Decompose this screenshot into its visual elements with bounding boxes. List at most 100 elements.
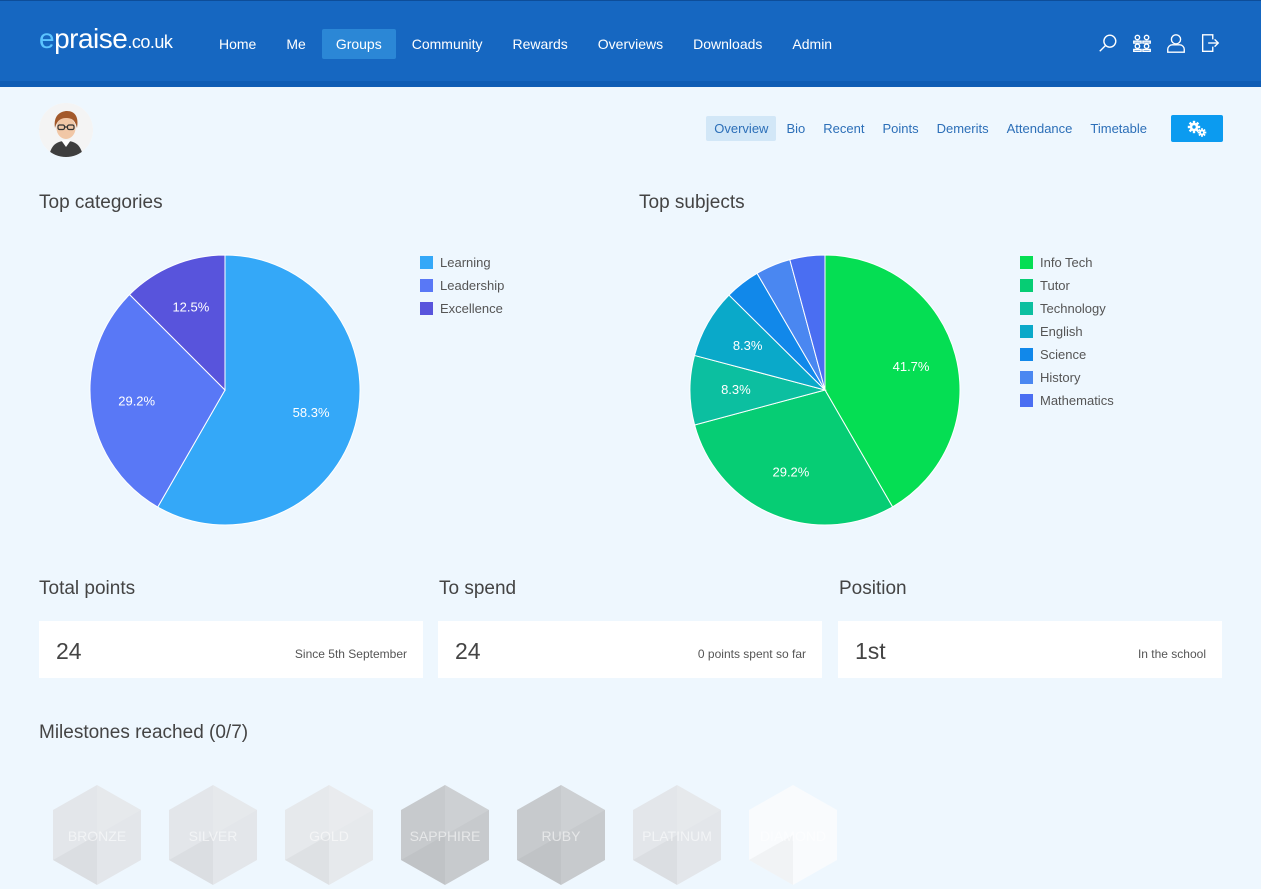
pie-slice-leadership[interactable] bbox=[89, 293, 226, 508]
hexagon-badge-icon: GOLD bbox=[285, 785, 373, 885]
hexagon-badge-icon: SAPPHIRE bbox=[401, 785, 489, 885]
hexagon-badge-icon: DIAMOND bbox=[749, 785, 837, 885]
tab-attendance[interactable]: Attendance bbox=[1006, 121, 1073, 136]
avatar-photo bbox=[39, 103, 93, 157]
top-subjects-legend: Info Tech Tutor Technology English Science Hi… bbox=[1020, 251, 1114, 412]
legend-swatch bbox=[1020, 348, 1033, 361]
legend-swatch bbox=[1020, 371, 1033, 384]
user-icon[interactable] bbox=[1165, 31, 1187, 55]
milestone-ruby[interactable]: RUBY bbox=[517, 785, 605, 885]
search-icon[interactable] bbox=[1097, 31, 1119, 55]
tab-overview[interactable]: Overview bbox=[706, 116, 777, 141]
hexagon-badge-icon: BRONZE bbox=[53, 785, 141, 885]
nav-item-groups[interactable]: Groups bbox=[321, 29, 396, 59]
legend-swatch bbox=[420, 302, 433, 315]
tab-timetable[interactable]: Timetable bbox=[1090, 121, 1147, 136]
milestone-sapphire[interactable]: SAPPHIRE bbox=[401, 785, 489, 885]
pie-slice-info-tech[interactable] bbox=[824, 254, 961, 508]
to-spend-title: To spend bbox=[439, 578, 517, 599]
total-points-card: 24 Since 5th September bbox=[39, 621, 423, 678]
legend-swatch bbox=[1020, 279, 1033, 292]
groups-icon[interactable] bbox=[1131, 31, 1153, 55]
to-spend-value: 24 bbox=[455, 638, 481, 664]
hexagon-badge-icon: RUBY bbox=[517, 785, 605, 885]
milestone-silver[interactable]: SILVER bbox=[169, 785, 257, 885]
nav-item-overviews[interactable]: Overviews bbox=[597, 36, 664, 52]
legend-item-science[interactable]: Science bbox=[1020, 343, 1114, 366]
pie-data-label: 29.2% bbox=[772, 464, 809, 479]
logout-icon[interactable] bbox=[1199, 31, 1221, 55]
top-categories-title: Top categories bbox=[39, 192, 163, 213]
to-spend-card: 24 0 points spent so far bbox=[438, 621, 822, 678]
milestone-gold[interactable]: GOLD bbox=[285, 785, 373, 885]
main-nav: Home Me Groups Community Rewards Overviews Dow… bbox=[205, 29, 848, 59]
position-title: Position bbox=[839, 578, 907, 599]
to-spend-note: 0 points spent so far bbox=[697, 647, 806, 661]
tab-recent[interactable]: Recent bbox=[823, 121, 865, 136]
legend-item-learning[interactable]: Learning bbox=[420, 251, 504, 274]
position-value: 1st bbox=[855, 638, 886, 664]
hexagon-badge-icon: PLATINUM bbox=[633, 785, 721, 885]
legend-item-excellence[interactable]: Excellence bbox=[420, 297, 504, 320]
pie-data-label: 8.3% bbox=[733, 338, 763, 353]
milestone-label: GOLD bbox=[309, 828, 349, 844]
legend-item-technology[interactable]: Technology bbox=[1020, 297, 1114, 320]
pie-slice-mathematics[interactable] bbox=[789, 254, 826, 391]
legend-label: Learning bbox=[440, 255, 491, 270]
epraise-logo[interactable]: epraise.co.uk bbox=[39, 23, 173, 54]
gears-icon bbox=[1187, 120, 1207, 137]
position-card: 1st In the school bbox=[838, 621, 1222, 678]
legend-item-leadership[interactable]: Leadership bbox=[420, 274, 504, 297]
pie-data-label: 41.7% bbox=[893, 359, 930, 374]
milestone-label: BRONZE bbox=[68, 828, 126, 844]
milestone-label: SILVER bbox=[189, 828, 238, 844]
legend-label: Tutor bbox=[1040, 278, 1070, 293]
legend-label: History bbox=[1040, 370, 1081, 385]
legend-label: Science bbox=[1040, 347, 1087, 362]
tab-demerits[interactable]: Demerits bbox=[936, 121, 989, 136]
nav-item-downloads[interactable]: Downloads bbox=[693, 36, 763, 52]
nav-item-rewards[interactable]: Rewards bbox=[512, 36, 568, 52]
nav-item-admin[interactable]: Admin bbox=[792, 36, 833, 52]
pie-data-label: 12.5% bbox=[172, 300, 209, 315]
legend-item-info-tech[interactable]: Info Tech bbox=[1020, 251, 1114, 274]
legend-swatch bbox=[420, 256, 433, 269]
pie-slice-learning[interactable] bbox=[157, 254, 361, 526]
legend-label: Excellence bbox=[440, 301, 503, 316]
top-subjects-pie-chart: 41.7% 29.2% 8.3% 8.3% bbox=[689, 254, 961, 526]
legend-item-history[interactable]: History bbox=[1020, 366, 1114, 389]
total-points-title: Total points bbox=[39, 578, 136, 599]
nav-item-home[interactable]: Home bbox=[219, 36, 257, 52]
legend-item-english[interactable]: English bbox=[1020, 320, 1114, 343]
student-avatar[interactable] bbox=[39, 103, 93, 157]
milestone-label: DIAMOND bbox=[760, 828, 826, 844]
milestones-title: Milestones reached (0/7) bbox=[39, 722, 249, 743]
tab-bio[interactable]: Bio bbox=[786, 121, 806, 136]
top-categories-pie-chart: 58.3% 29.2% 12.5% bbox=[89, 254, 361, 526]
pie-slice-excellence[interactable] bbox=[128, 254, 226, 392]
milestone-label: SAPPHIRE bbox=[410, 828, 481, 844]
milestone-platinum[interactable]: PLATINUM bbox=[633, 785, 721, 885]
nav-item-me[interactable]: Me bbox=[286, 36, 306, 52]
legend-label: Leadership bbox=[440, 278, 505, 293]
milestone-label: PLATINUM bbox=[642, 828, 712, 844]
legend-label: Mathematics bbox=[1040, 393, 1114, 408]
nav-item-community[interactable]: Community bbox=[411, 36, 483, 52]
legend-swatch bbox=[1020, 256, 1033, 269]
legend-swatch bbox=[1020, 302, 1033, 315]
pie-data-label: 29.2% bbox=[118, 394, 155, 409]
legend-item-mathematics[interactable]: Mathematics bbox=[1020, 389, 1114, 412]
pie-slice-tutor[interactable] bbox=[693, 389, 894, 526]
milestone-label: RUBY bbox=[542, 828, 582, 844]
position-note: In the school bbox=[1137, 647, 1206, 661]
header-icons bbox=[1097, 31, 1221, 55]
tab-points[interactable]: Points bbox=[882, 121, 919, 136]
legend-swatch bbox=[420, 279, 433, 292]
settings-button[interactable] bbox=[1171, 115, 1223, 142]
milestone-bronze[interactable]: BRONZE bbox=[53, 785, 141, 885]
legend-item-tutor[interactable]: Tutor bbox=[1020, 274, 1114, 297]
milestone-diamond[interactable]: DIAMOND bbox=[749, 785, 837, 885]
top-navigation-bar: epraise.co.uk Home Me Groups Community Rewar… bbox=[0, 0, 1261, 87]
total-points-value: 24 bbox=[56, 638, 82, 664]
pie-data-label: 58.3% bbox=[293, 405, 330, 420]
